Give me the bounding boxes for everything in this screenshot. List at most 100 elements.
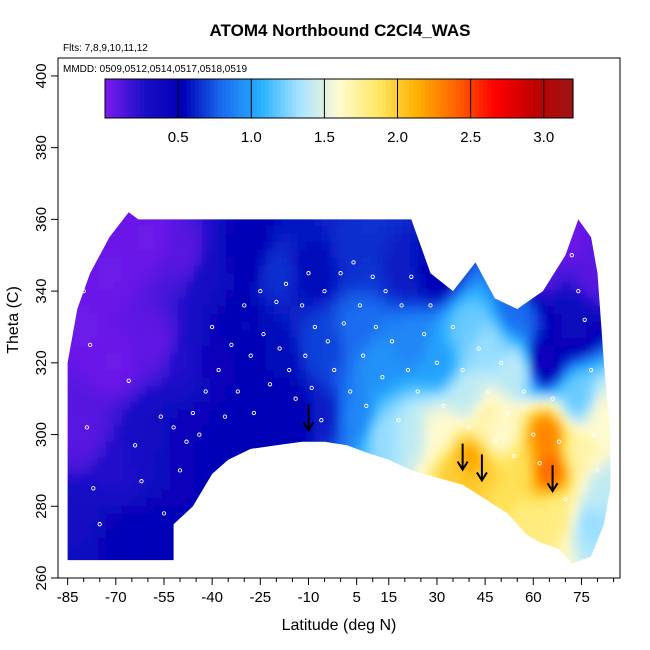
heatmap-cell [210,146,219,155]
heatmap-cell [82,90,91,99]
heatmap-cell [170,274,179,283]
heatmap-cell [274,522,283,531]
heatmap-cell [314,338,323,347]
heatmap-cell [562,250,571,259]
heatmap-cell [586,114,595,123]
heatmap-cell [442,330,451,339]
heatmap-cell [282,402,291,411]
heatmap-cell [474,162,483,171]
heatmap-cell [578,338,587,347]
heatmap-cell [442,122,451,131]
heatmap-cell [450,538,459,547]
heatmap-cell [586,194,595,203]
heatmap-cell [234,218,243,227]
heatmap-cell [82,322,91,331]
heatmap-cell [74,106,83,115]
heatmap-cell [378,482,387,491]
heatmap-cell [90,458,99,467]
heatmap-cell [570,530,579,539]
heatmap-cell [538,186,547,195]
heatmap-cell [522,250,531,259]
heatmap-cell [578,450,587,459]
heatmap-cell [266,442,275,451]
heatmap-cell [570,450,579,459]
heatmap-cell [298,130,307,139]
heatmap-cell [442,290,451,299]
y-tick-label: 320 [33,350,50,375]
heatmap-cell [98,330,107,339]
heatmap-cell [106,386,115,395]
heatmap-cell [402,434,411,443]
colorbar-segment [385,79,391,118]
heatmap-cell [226,212,235,219]
heatmap-cell [258,194,267,203]
heatmap-cell [410,362,419,371]
heatmap-cell [354,146,363,155]
heatmap-cell [67,386,75,395]
heatmap-cell [306,490,315,499]
heatmap-cell [178,258,187,267]
heatmap-cell [58,154,67,163]
heatmap-cell [130,370,139,379]
heatmap-cell [514,538,523,547]
heatmap-cell [370,266,379,275]
sample-point [409,274,414,279]
heatmap-cell [490,274,499,283]
heatmap-cell [554,130,563,139]
heatmap-cell [290,522,299,531]
heatmap-cell [386,218,395,227]
heatmap-cell [490,338,499,347]
heatmap-cell [130,290,139,299]
heatmap-cell [458,338,467,347]
heatmap-cell [418,474,427,483]
heatmap-cell [474,402,483,411]
heatmap-cell [546,354,555,363]
heatmap-cell [458,202,467,211]
heatmap-cell [330,442,339,451]
heatmap-cell [298,122,307,131]
heatmap-cell [162,194,171,203]
heatmap-cell [458,490,467,499]
heatmap-cell [194,394,203,403]
heatmap-cell [474,546,483,555]
heatmap-cell [210,410,219,419]
heatmap-cell [114,378,123,387]
heatmap-cell [394,266,403,275]
colorbar-segment [526,79,531,118]
heatmap-cell [458,346,467,355]
heatmap-cell [322,490,331,499]
heatmap-cell [162,434,171,443]
heatmap-cell [450,226,459,235]
heatmap-cell [314,178,323,187]
heatmap-cell [122,338,131,347]
colorbar-segment [362,79,367,118]
heatmap-cell [346,218,355,227]
heatmap-cell [338,554,347,563]
heatmap-cell [90,530,99,539]
heatmap-cell [250,442,259,451]
heatmap-cell [570,258,579,267]
heatmap-cell [98,466,107,475]
heatmap-cell [546,282,555,291]
heatmap-cell [258,378,267,387]
heatmap-cell [242,530,251,539]
heatmap-cell [67,290,75,299]
heatmap-cell [378,170,387,179]
heatmap-cell [274,386,283,395]
sample-point [428,303,433,308]
heatmap-cell [274,66,283,75]
heatmap-cell [274,322,283,331]
heatmap-cell [594,234,603,243]
heatmap-cell [298,482,307,491]
heatmap-cell [618,482,627,491]
heatmap-cell [362,426,371,435]
heatmap-cell [282,338,291,347]
heatmap-cell [338,354,347,363]
heatmap-cell [306,234,315,243]
heatmap-cell [274,354,283,363]
heatmap-cell [210,250,219,259]
heatmap-cell [386,258,395,267]
heatmap-cell [290,418,299,427]
heatmap-cell [370,394,379,403]
heatmap-cell [410,226,419,235]
